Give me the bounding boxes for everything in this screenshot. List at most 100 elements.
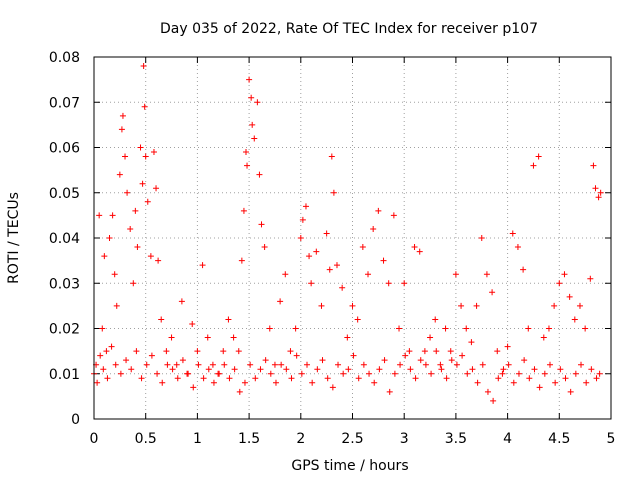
data-point: [380, 257, 387, 264]
data-point: [530, 162, 537, 169]
data-point: [541, 370, 548, 377]
data-point: [117, 370, 124, 377]
data-point: [588, 366, 595, 373]
data-point: [256, 171, 263, 178]
data-point: [438, 366, 445, 373]
x-tick-label: 3.5: [445, 431, 467, 447]
data-point: [396, 325, 403, 332]
data-point: [159, 379, 166, 386]
data-point: [138, 375, 145, 382]
plot-frame: [93, 56, 612, 420]
data-point: [323, 230, 330, 237]
y-tick-label: 0.06: [49, 141, 80, 157]
data-point: [411, 244, 418, 251]
data-point: [252, 375, 259, 382]
data-point: [344, 334, 351, 341]
y-tick-labels: 0 0.01 0.02 0.03 0.04 0.05 0.06 0.07 0.08: [49, 50, 80, 428]
data-point: [306, 253, 313, 260]
y-tick-label: 0.02: [49, 322, 80, 338]
data-point: [500, 366, 507, 373]
data-point: [101, 253, 108, 260]
x-tick-label: 0: [90, 431, 99, 447]
data-point: [298, 370, 305, 377]
data-point: [390, 212, 397, 219]
data-point: [416, 248, 423, 255]
data-point: [545, 325, 552, 332]
data-point: [421, 348, 428, 355]
data-point: [108, 343, 115, 350]
data-point: [236, 388, 243, 395]
data-point: [324, 375, 331, 382]
data-points: [91, 63, 604, 404]
data-point: [288, 375, 295, 382]
x-tick-label: 4: [503, 431, 512, 447]
data-point: [592, 185, 599, 192]
data-point: [199, 262, 206, 269]
data-point: [195, 361, 202, 368]
data-point: [509, 230, 516, 237]
data-point: [189, 320, 196, 327]
data-point: [238, 257, 245, 264]
data-point: [249, 121, 256, 128]
data-point: [375, 207, 382, 214]
data-point: [483, 271, 490, 278]
data-point: [142, 153, 149, 160]
data-point: [359, 244, 366, 251]
data-point: [521, 357, 528, 364]
data-point: [355, 375, 362, 382]
data-point: [124, 189, 131, 196]
data-point: [495, 375, 502, 382]
data-point: [510, 379, 517, 386]
data-point: [158, 316, 165, 323]
data-point: [123, 357, 130, 364]
data-point: [366, 370, 373, 377]
data-point: [267, 370, 274, 377]
data-point: [536, 384, 543, 391]
data-point: [153, 185, 160, 192]
data-point: [567, 388, 574, 395]
data-point: [240, 207, 247, 214]
data-point: [328, 153, 335, 160]
data-point: [397, 361, 404, 368]
data-point: [428, 370, 435, 377]
data-point: [422, 361, 429, 368]
data-point: [448, 357, 455, 364]
data-point: [515, 370, 522, 377]
data-point: [139, 180, 146, 187]
data-point: [443, 375, 450, 382]
data-point: [221, 361, 228, 368]
data-point: [468, 339, 475, 346]
data-point: [112, 361, 119, 368]
data-point: [526, 375, 533, 382]
data-point: [242, 149, 249, 156]
data-point: [469, 366, 476, 373]
data-point: [326, 266, 333, 273]
data-point: [173, 361, 180, 368]
y-tick-label: 0.04: [49, 231, 80, 247]
data-point: [514, 244, 521, 251]
y-tick-label: 0.01: [49, 367, 80, 383]
x-tick-label: 0.5: [135, 431, 157, 447]
data-point: [360, 361, 367, 368]
data-point: [417, 357, 424, 364]
data-point: [292, 325, 299, 332]
y-tick-label: 0.07: [49, 95, 80, 111]
data-point: [458, 302, 465, 309]
data-point: [169, 366, 176, 373]
data-point: [442, 325, 449, 332]
grid: [94, 57, 611, 419]
data-point: [209, 361, 216, 368]
data-point: [329, 384, 336, 391]
data-point: [220, 348, 227, 355]
data-point: [412, 375, 419, 382]
data-point: [576, 302, 583, 309]
data-point: [578, 361, 585, 368]
data-point: [246, 76, 253, 83]
data-point: [262, 357, 269, 364]
data-point: [551, 302, 558, 309]
data-point: [365, 271, 372, 278]
data-point: [391, 370, 398, 377]
data-point: [261, 244, 268, 251]
data-point: [566, 293, 573, 300]
